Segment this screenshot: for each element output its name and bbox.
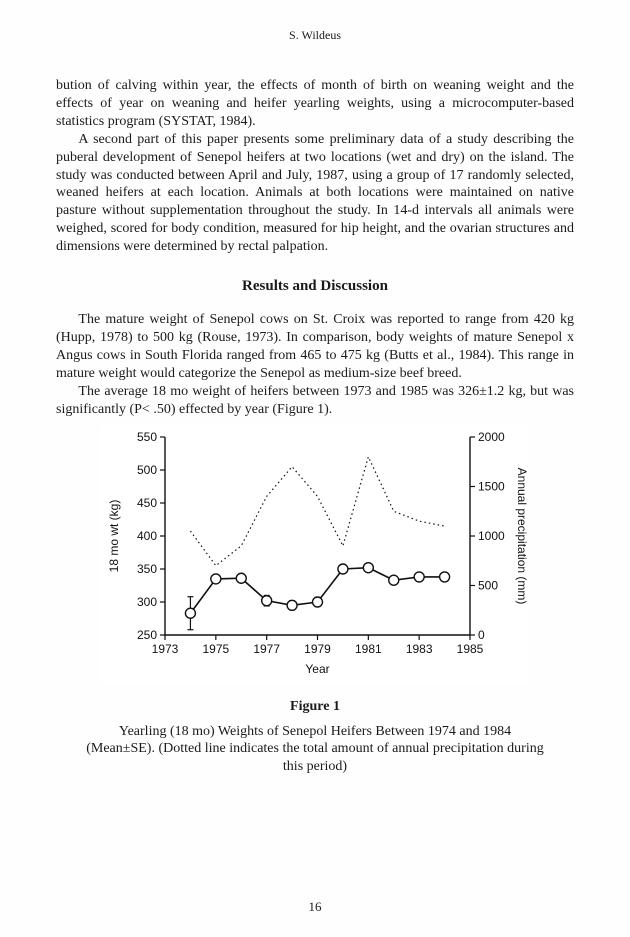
svg-text:400: 400 xyxy=(137,529,157,543)
svg-text:1981: 1981 xyxy=(355,642,382,656)
figure-1-caption: Yearling (18 mo) Weights of Senepol Heif… xyxy=(84,723,546,777)
svg-text:18 mo wt (kg): 18 mo wt (kg) xyxy=(107,499,121,572)
paragraph-3: The mature weight of Senepol cows on St.… xyxy=(56,311,574,383)
figure-1-title: Figure 1 xyxy=(56,699,574,715)
svg-text:Year: Year xyxy=(305,662,329,676)
svg-text:0: 0 xyxy=(478,628,485,642)
svg-text:250: 250 xyxy=(137,628,157,642)
svg-text:1985: 1985 xyxy=(457,642,484,656)
page: S. Wildeus bution of calving within year… xyxy=(0,0,630,937)
figure-1-chart: 250 300 350 400 450 500 550 0 500 1000 1500 2000 197… xyxy=(100,425,530,685)
svg-text:500: 500 xyxy=(137,463,157,477)
paragraph-2: A second part of this paper presents som… xyxy=(56,131,574,256)
svg-text:1977: 1977 xyxy=(253,642,280,656)
svg-text:550: 550 xyxy=(137,430,157,444)
paragraph-1: bution of calving within year, the effec… xyxy=(56,77,574,131)
paragraph-4: The average 18 mo weight of heifers betw… xyxy=(56,383,574,419)
figure-1: 250 300 350 400 450 500 550 0 500 1000 1500 2000 197… xyxy=(56,425,574,777)
svg-text:Annual precipitation (mm): Annual precipitation (mm) xyxy=(515,467,529,604)
svg-text:450: 450 xyxy=(137,496,157,510)
svg-text:1975: 1975 xyxy=(202,642,229,656)
svg-text:1973: 1973 xyxy=(152,642,179,656)
page-number: 16 xyxy=(0,899,630,915)
svg-text:2000: 2000 xyxy=(478,430,505,444)
svg-text:350: 350 xyxy=(137,562,157,576)
section-title: Results and Discussion xyxy=(56,278,574,295)
author-name: S. Wildeus xyxy=(56,28,574,43)
svg-text:1979: 1979 xyxy=(304,642,331,656)
svg-text:1500: 1500 xyxy=(478,479,505,493)
svg-text:300: 300 xyxy=(137,595,157,609)
svg-text:1000: 1000 xyxy=(478,529,505,543)
svg-text:1983: 1983 xyxy=(406,642,433,656)
svg-text:500: 500 xyxy=(478,578,498,592)
